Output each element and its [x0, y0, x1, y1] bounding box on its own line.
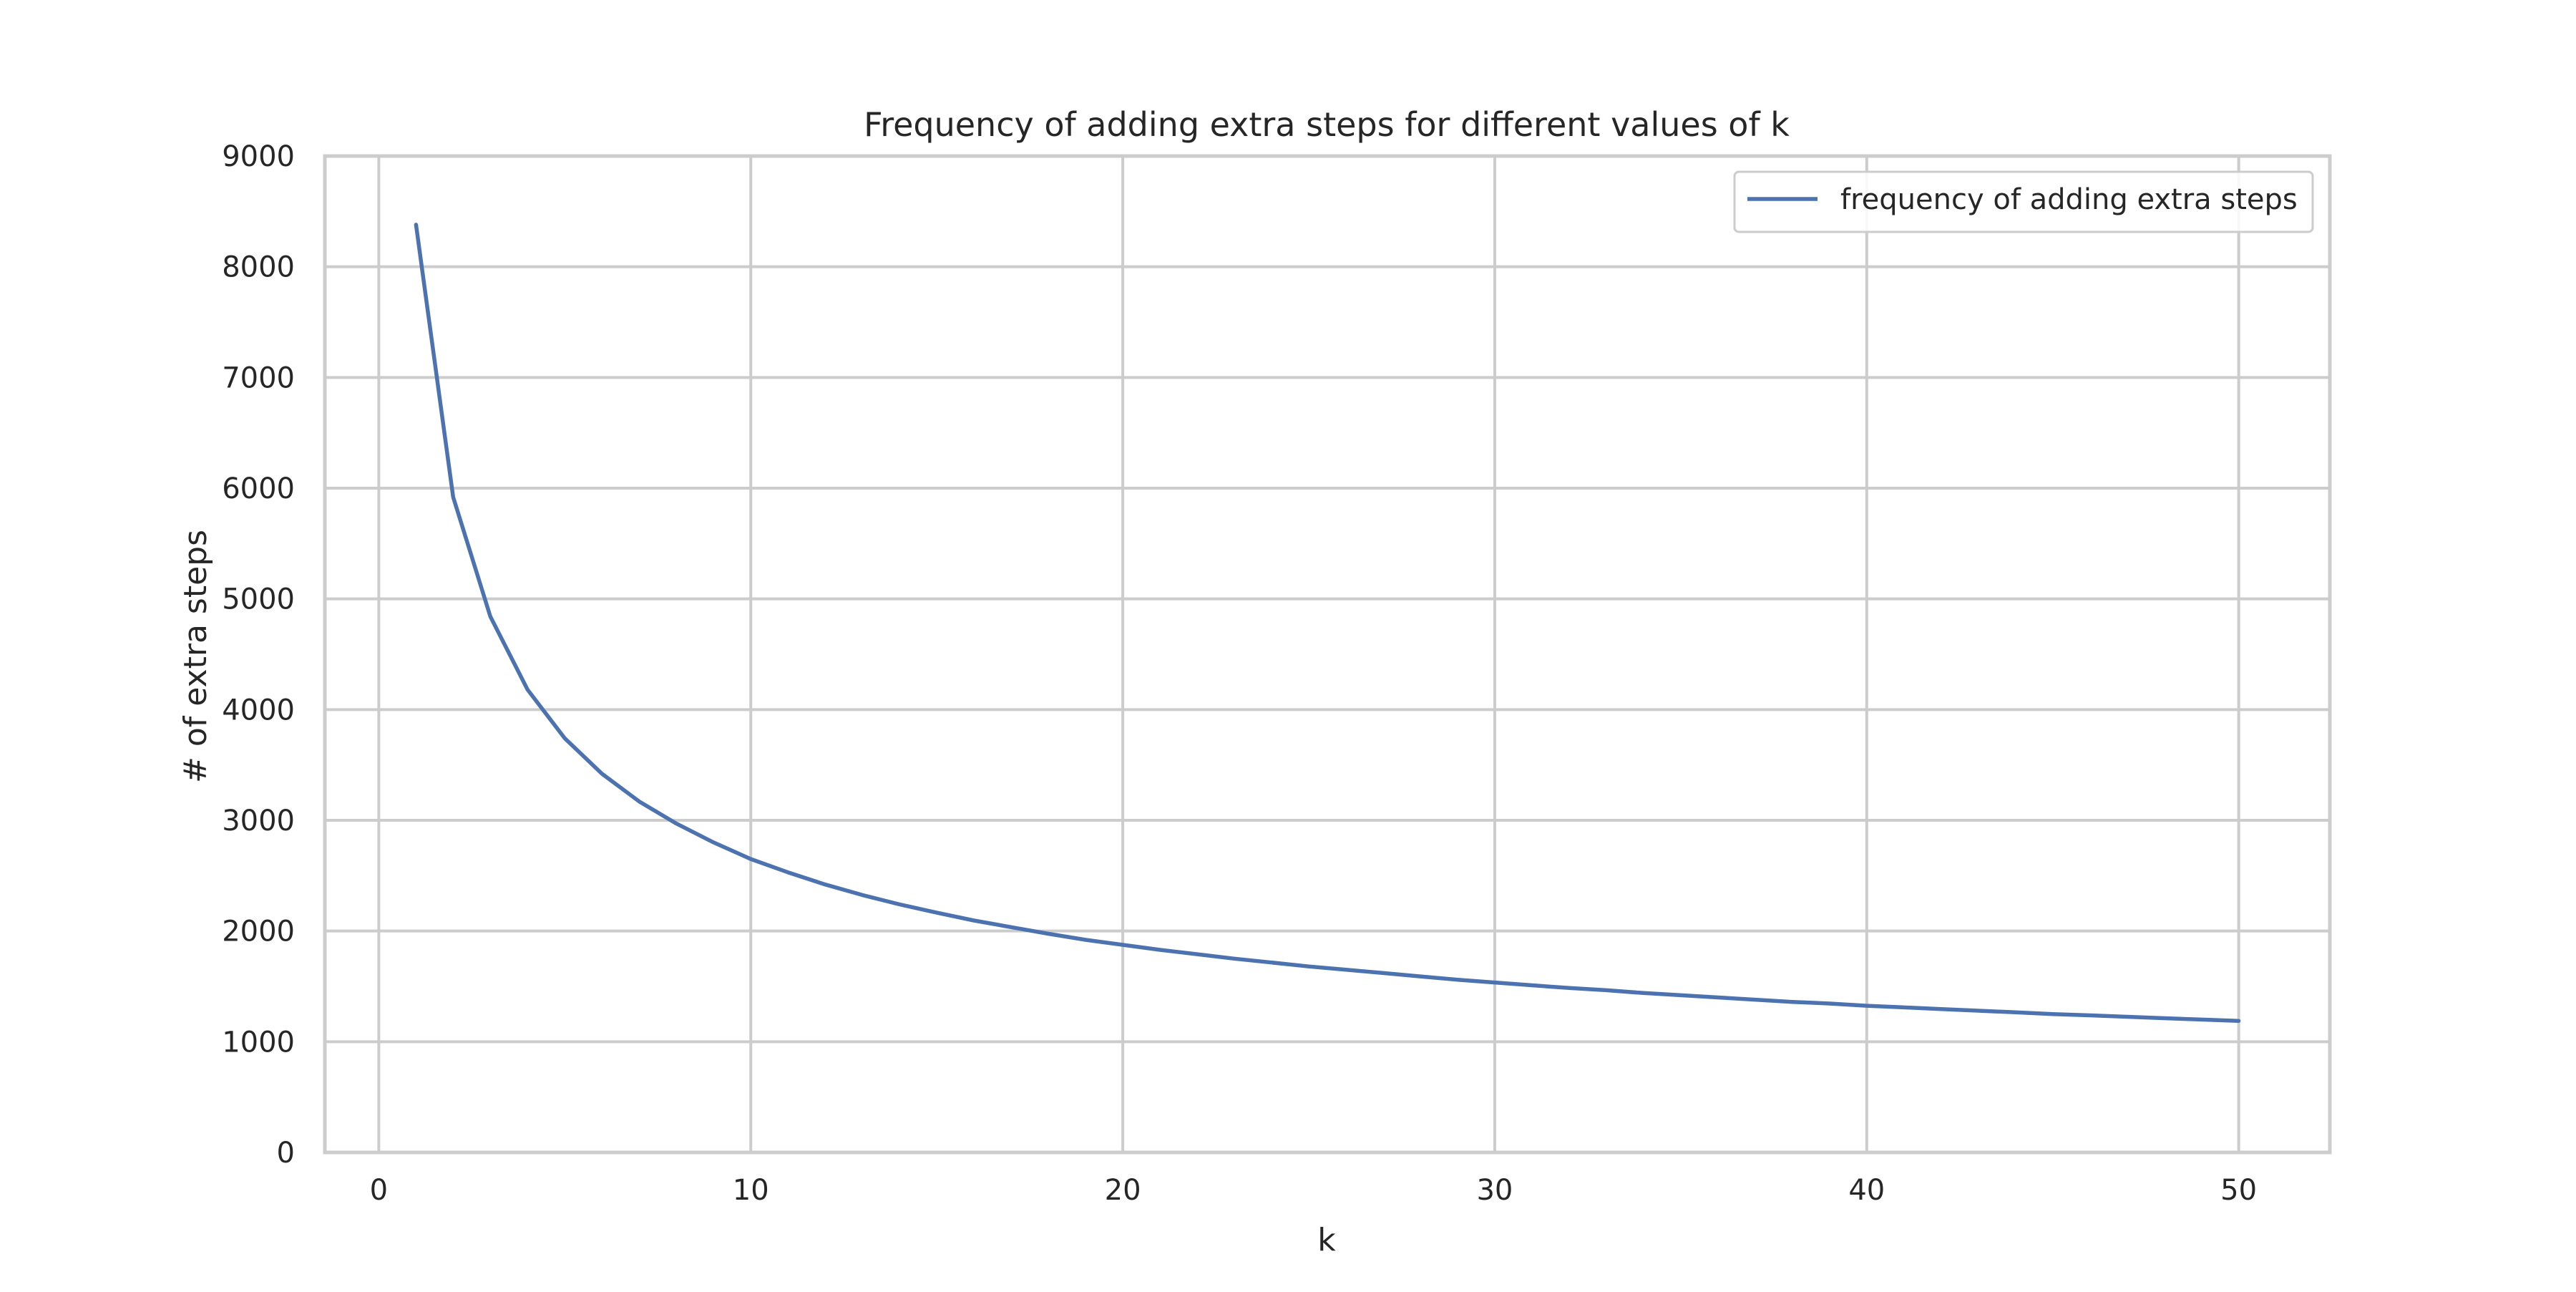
x-axis-title: k	[1317, 1222, 1336, 1258]
series-layer	[414, 223, 2241, 1024]
x-tick-label: 10	[733, 1174, 769, 1207]
plot-frame	[323, 154, 2332, 1155]
y-tick-label: 6000	[222, 472, 295, 505]
y-tick-label: 8000	[222, 251, 295, 284]
x-tick-label: 20	[1105, 1174, 1141, 1207]
chart-title: Frequency of adding extra steps for diff…	[864, 105, 1790, 144]
y-tick-label: 5000	[222, 583, 295, 616]
legend-box	[1733, 170, 2314, 233]
y-tick-label: 7000	[222, 361, 295, 394]
x-tick-label: 50	[2220, 1174, 2257, 1207]
y-tick-label: 1000	[222, 1026, 295, 1059]
y-axis-title: # of extra steps	[177, 530, 214, 783]
grid	[325, 155, 2330, 1154]
series-line	[414, 223, 2241, 1024]
legend-label: frequency of adding extra steps	[1840, 183, 2298, 216]
legend: frequency of adding extra steps	[1733, 170, 2314, 233]
x-tick-label: 40	[1848, 1174, 1885, 1207]
x-tick-label: 0	[370, 1174, 388, 1207]
x-tick-label: 30	[1476, 1174, 1513, 1207]
y-tick-label: 4000	[222, 694, 295, 727]
y-tick-label: 0	[277, 1137, 295, 1170]
y-tick-label: 9000	[222, 140, 295, 173]
y-tick-label: 2000	[222, 915, 295, 948]
y-tick-label: 3000	[222, 805, 295, 837]
tick-labels: 0 10 20 30 40 50 0 1000 2000 3000 4000 5000 6000 7000…	[222, 140, 2257, 1207]
